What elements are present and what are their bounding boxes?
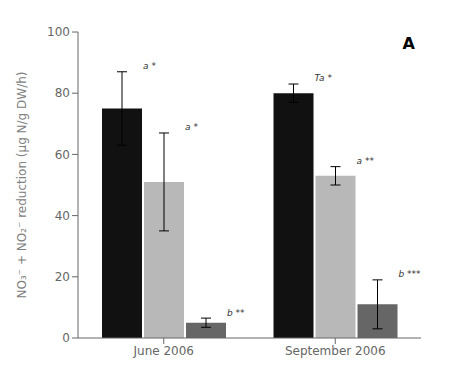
html-text:A: A (402, 34, 415, 53)
svg-text:60: 60 (55, 148, 70, 162)
svg-text:Ta *: Ta * (315, 73, 333, 83)
svg-text:40: 40 (55, 209, 70, 223)
svg-text:b ***: b *** (399, 269, 422, 279)
svg-text:b **: b ** (227, 308, 245, 318)
svg-text:0: 0 (62, 331, 70, 345)
svg-text:NO₃⁻ + NO₂⁻ reduction (μg N/g: NO₃⁻ + NO₂⁻ reduction (μg N/g DW/h) (15, 72, 29, 299)
svg-text:20: 20 (55, 270, 70, 284)
svg-text:June 2006: June 2006 (133, 344, 195, 358)
svg-text:a **: a ** (357, 156, 375, 166)
svg-text:September 2006: September 2006 (285, 344, 386, 358)
svg-text:a *: a * (185, 122, 198, 132)
svg-text:a *: a * (143, 61, 156, 71)
svg-text:80: 80 (55, 86, 70, 100)
svg-text:100: 100 (47, 25, 70, 39)
